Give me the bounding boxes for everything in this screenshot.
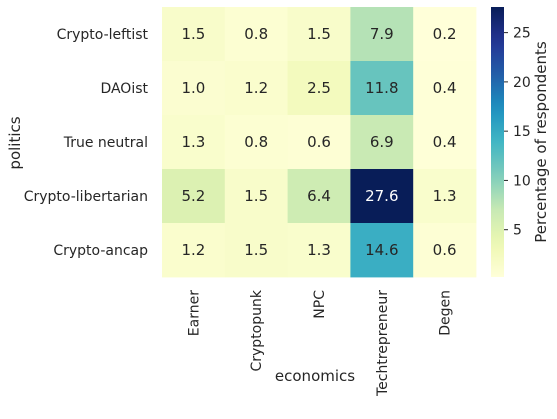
y-axis-ticks: Crypto-leftist DAOist True neutral Crypto-l… (24, 27, 149, 259)
heatmap-cell (350, 61, 414, 116)
cell-value-label: 5.2 (181, 187, 205, 205)
y-tick-label: True neutral (63, 135, 148, 151)
x-tick-label: Cryptopunk (249, 289, 265, 371)
x-axis-label: economics (275, 367, 355, 385)
heatmap-cell (162, 169, 226, 224)
colorbar-ticks: 5 10 15 20 25 (504, 26, 531, 239)
cell-value-label: 6.4 (307, 187, 331, 205)
cell-value-label: 1.5 (181, 25, 205, 43)
x-tick-label: Techtrepreneur (375, 290, 391, 397)
y-tick-label: Crypto-leftist (57, 27, 149, 43)
cell-value-label: 0.8 (244, 25, 268, 43)
x-axis-ticks: Earner Cryptopunk NPC Techtrepreneur Degen (186, 289, 453, 397)
heatmap-cell (224, 7, 288, 62)
colorbar-tick-label: 20 (513, 75, 531, 91)
heatmap-cell (287, 115, 351, 170)
heatmap-cell (413, 61, 477, 116)
heatmap-cell (162, 223, 226, 278)
colorbar-tick-label: 10 (513, 173, 531, 189)
heatmap-cell (413, 115, 477, 170)
heatmap-cell (162, 61, 226, 116)
cell-value-label: 11.8 (365, 79, 398, 97)
cell-value-label: 2.5 (307, 79, 331, 97)
cell-value-label: 1.2 (181, 241, 205, 259)
cell-value-label: 0.4 (433, 79, 457, 97)
y-tick-label: DAOist (100, 81, 148, 97)
cell-value-label: 0.4 (433, 133, 457, 151)
y-tick-label: Crypto-libertarian (24, 189, 148, 205)
cell-value-label: 6.9 (370, 133, 394, 151)
heatmap-cell (224, 223, 288, 278)
heatmap-cell (287, 223, 351, 278)
heatmap-cell (224, 61, 288, 116)
cell-value-label: 27.6 (365, 187, 398, 205)
x-tick-label: NPC (312, 290, 328, 319)
y-tick-label: Crypto-ancap (53, 243, 148, 259)
heatmap-cell (224, 169, 288, 224)
x-tick-label: Degen (438, 290, 454, 336)
cell-value-label: 1.3 (307, 241, 331, 259)
cell-value-label: 14.6 (365, 241, 398, 259)
heatmap-cell (224, 115, 288, 170)
heatmap-cell (350, 7, 414, 62)
heatmap-cell (287, 169, 351, 224)
cell-value-label: 0.6 (433, 241, 457, 259)
heatmap-cell (413, 223, 477, 278)
heatmap-cell (287, 61, 351, 116)
heatmap-cells (162, 7, 477, 278)
cell-value-label: 1.0 (181, 79, 205, 97)
cell-value-label: 1.5 (307, 25, 331, 43)
x-tick-label: Earner (186, 290, 202, 336)
cell-value-label: 0.2 (433, 25, 457, 43)
heatmap-cell-labels: 1.5 0.8 1.5 7.9 0.2 1.0 1.2 2.5 11.8 0.4 1.3 0.8 0.6… (181, 25, 456, 259)
cell-value-label: 0.8 (244, 133, 268, 151)
colorbar-tick-label: 15 (513, 124, 531, 140)
colorbar (491, 7, 504, 277)
heatmap-cell (287, 7, 351, 62)
heatmap-cell (413, 7, 477, 62)
heatmap-cell (162, 7, 226, 62)
heatmap-cell (350, 115, 414, 170)
y-axis-label: politics (6, 116, 24, 169)
colorbar-tick-label: 5 (513, 223, 522, 239)
cell-value-label: 0.6 (307, 133, 331, 151)
cell-value-label: 1.5 (244, 187, 268, 205)
cell-value-label: 1.2 (244, 79, 268, 97)
heatmap-cell (350, 223, 414, 278)
cell-value-label: 7.9 (370, 25, 394, 43)
cell-value-label: 1.5 (244, 241, 268, 259)
cell-value-label: 1.3 (433, 187, 457, 205)
colorbar-label: Percentage of respondents (532, 41, 550, 243)
cell-value-label: 1.3 (181, 133, 205, 151)
heatmap-cell (413, 169, 477, 224)
heatmap-cell (162, 115, 226, 170)
colorbar-tick-label: 25 (513, 26, 531, 42)
heatmap-cell (350, 169, 414, 224)
